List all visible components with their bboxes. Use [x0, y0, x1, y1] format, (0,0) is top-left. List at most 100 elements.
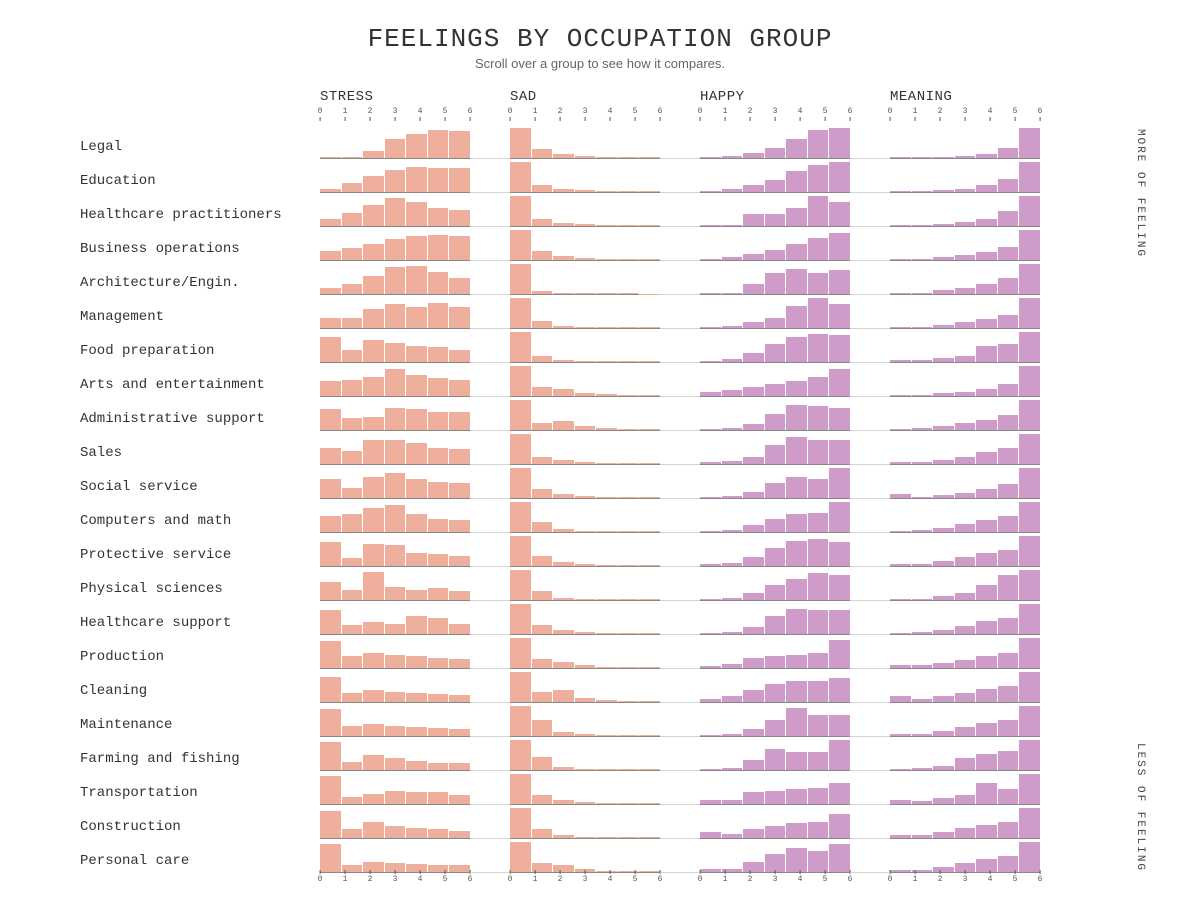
bar — [510, 366, 531, 396]
occupation-row[interactable]: Computers and math — [80, 499, 1120, 533]
occupation-row[interactable]: Transportation — [80, 771, 1120, 805]
bar — [912, 293, 933, 294]
bar — [618, 769, 639, 770]
histogram-happy — [700, 673, 850, 703]
bar — [428, 378, 449, 396]
histogram-stress — [320, 299, 470, 329]
bar — [743, 627, 764, 635]
bar — [808, 130, 829, 159]
occupation-row[interactable]: Construction — [80, 805, 1120, 839]
occupation-row[interactable]: Protective service — [80, 533, 1120, 567]
bar — [976, 585, 997, 600]
bar — [912, 395, 933, 396]
histogram-happy — [700, 367, 850, 397]
bar — [575, 599, 596, 601]
chart-rows: LegalEducationHealthcare practitionersBu… — [80, 125, 1120, 873]
bar — [976, 723, 997, 737]
bar — [532, 457, 553, 465]
occupation-label: Cleaning — [80, 683, 280, 703]
bar — [553, 835, 574, 838]
occupation-row[interactable]: Education — [80, 159, 1120, 193]
axis-tick: 2 — [938, 875, 943, 884]
bar — [575, 224, 596, 226]
occupation-row[interactable]: Maintenance — [80, 703, 1120, 737]
occupation-row[interactable]: Arts and entertainment — [80, 363, 1120, 397]
bar — [553, 256, 574, 261]
bar — [320, 811, 341, 838]
bar — [765, 414, 786, 431]
bar — [912, 835, 933, 838]
bar — [406, 616, 427, 634]
occupation-row[interactable]: Healthcare practitioners — [80, 193, 1120, 227]
bar — [700, 293, 721, 294]
occupation-row[interactable]: Production — [80, 635, 1120, 669]
bar — [553, 293, 574, 295]
axis-tick: 2 — [368, 107, 373, 116]
bar — [765, 616, 786, 634]
bar — [385, 692, 406, 703]
bar — [428, 303, 449, 329]
bar — [912, 699, 933, 702]
axis-tick: 4 — [798, 875, 803, 884]
bar — [1019, 842, 1040, 872]
histogram-sad — [510, 129, 660, 159]
bar — [596, 803, 617, 804]
bar — [722, 390, 743, 396]
column-header-meaning: MEANING — [890, 89, 1040, 105]
occupation-row[interactable]: Physical sciences — [80, 567, 1120, 601]
bar — [765, 344, 786, 362]
bar — [786, 405, 807, 431]
bar — [808, 377, 829, 397]
bar — [808, 681, 829, 702]
axis-tick: 5 — [443, 107, 448, 116]
bar — [532, 489, 553, 498]
bar — [912, 530, 933, 532]
occupation-row[interactable]: Architecture/Engin. — [80, 261, 1120, 295]
occupation-row[interactable]: Sales — [80, 431, 1120, 465]
bar — [406, 656, 427, 668]
histogram-happy — [700, 809, 850, 839]
bar — [639, 701, 660, 702]
bar — [428, 694, 449, 702]
bar — [976, 689, 997, 702]
bar — [743, 729, 764, 737]
occupation-row[interactable]: Farming and fishing — [80, 737, 1120, 771]
bar — [998, 550, 1019, 567]
axis-tick: 0 — [508, 107, 513, 116]
bar — [912, 497, 933, 499]
occupation-row[interactable]: Cleaning — [80, 669, 1120, 703]
bar — [428, 272, 449, 295]
occupation-row[interactable]: Social service — [80, 465, 1120, 499]
bar — [700, 699, 721, 702]
bar — [428, 728, 449, 736]
bar — [890, 293, 911, 294]
occupation-row[interactable]: Legal — [80, 125, 1120, 159]
bar — [765, 148, 786, 159]
axis-tick: 0 — [888, 875, 893, 884]
bar — [912, 665, 933, 668]
bar — [639, 769, 660, 770]
occupation-row[interactable]: Management — [80, 295, 1120, 329]
occupation-row[interactable]: Business operations — [80, 227, 1120, 261]
occupation-label: Administrative support — [80, 411, 280, 431]
histogram-meaning — [890, 367, 1040, 397]
axis-tick: 3 — [583, 875, 588, 884]
bar — [428, 658, 449, 669]
bar — [933, 290, 954, 294]
occupation-row[interactable]: Administrative support — [80, 397, 1120, 431]
axis-tick: 1 — [723, 107, 728, 116]
bar — [890, 835, 911, 838]
occupation-row[interactable]: Food preparation — [80, 329, 1120, 363]
bar — [976, 154, 997, 159]
bar — [363, 340, 384, 363]
bar — [976, 520, 997, 532]
bar — [808, 479, 829, 499]
occupation-row[interactable]: Personal care — [80, 839, 1120, 873]
bar — [700, 769, 721, 771]
bar — [786, 306, 807, 329]
bar — [406, 236, 427, 260]
bar — [1019, 536, 1040, 566]
occupation-row[interactable]: Healthcare support — [80, 601, 1120, 635]
bar — [890, 225, 911, 226]
axis-tick: 2 — [938, 107, 943, 116]
